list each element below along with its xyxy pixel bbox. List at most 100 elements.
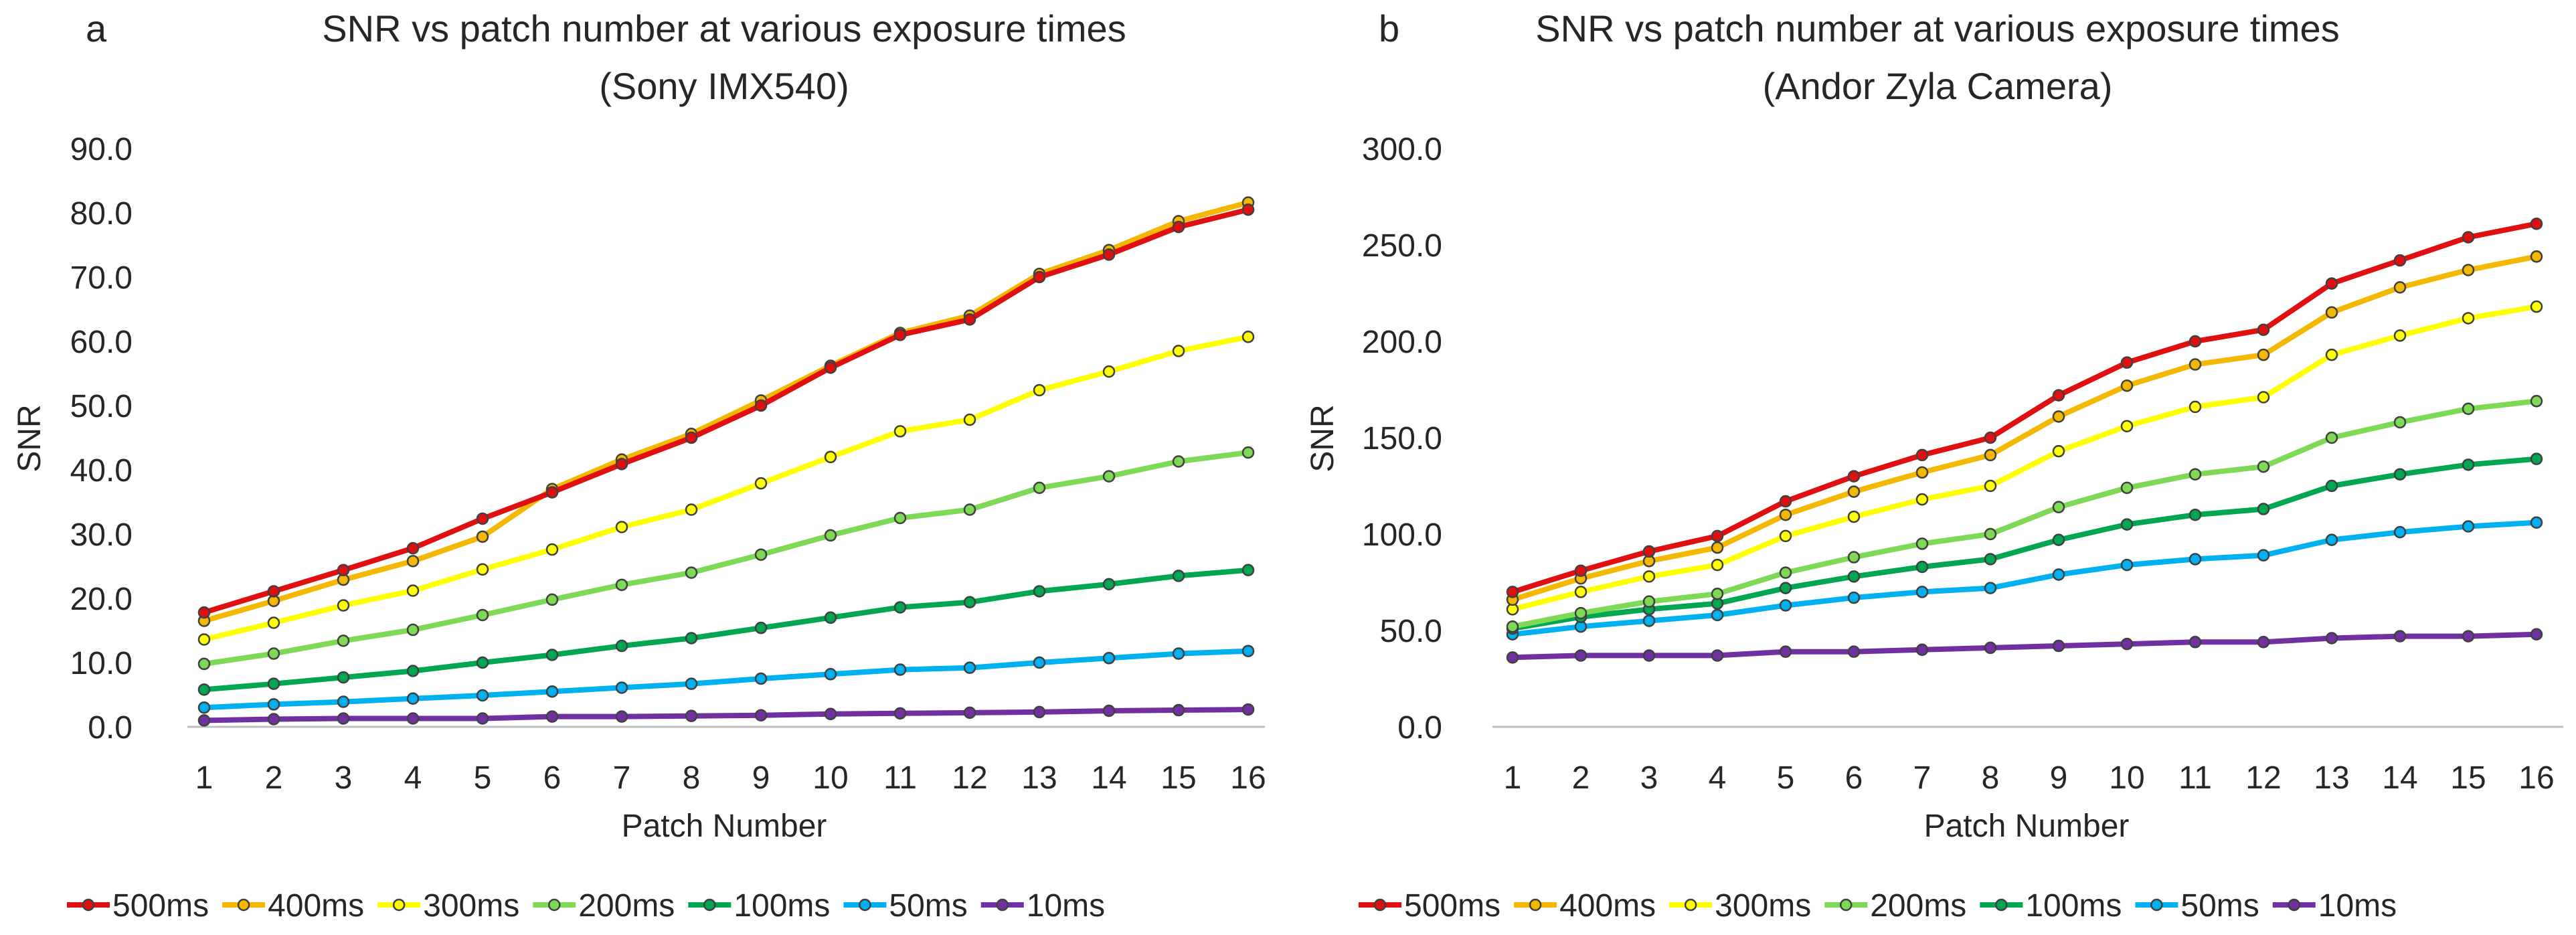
series-50ms bbox=[1506, 516, 2543, 641]
chart-title-line2: (Andor Zyla Camera) bbox=[1763, 65, 2113, 107]
data-point bbox=[2120, 481, 2134, 495]
y-tick-label: 250.0 bbox=[1362, 228, 1442, 264]
data-point bbox=[2120, 518, 2134, 531]
data-point bbox=[1102, 365, 1116, 378]
data-point bbox=[267, 616, 280, 629]
data-point bbox=[2530, 516, 2543, 529]
data-point bbox=[2257, 549, 2270, 562]
data-point bbox=[545, 649, 559, 661]
x-tick-label: 14 bbox=[2382, 760, 2417, 796]
data-point bbox=[267, 713, 280, 726]
data-point bbox=[1984, 553, 1997, 566]
data-point bbox=[1642, 570, 1656, 583]
series-200ms bbox=[1506, 395, 2543, 633]
x-tick-label: 7 bbox=[1913, 760, 1931, 796]
data-point bbox=[1711, 558, 1724, 572]
data-point bbox=[1033, 384, 1046, 397]
data-point bbox=[2052, 389, 2065, 402]
data-point bbox=[893, 511, 907, 525]
data-point bbox=[2462, 630, 2475, 643]
data-point bbox=[615, 681, 628, 694]
series-line bbox=[1510, 254, 2539, 602]
y-axis-label: SNR bbox=[12, 404, 48, 472]
data-point bbox=[337, 671, 350, 684]
data-point bbox=[2188, 553, 2202, 566]
data-point bbox=[2120, 420, 2134, 432]
data-point bbox=[963, 661, 976, 674]
data-point bbox=[476, 530, 489, 543]
chart-panel-a: a SNR vs patch number at various exposur… bbox=[12, 7, 1266, 924]
data-point bbox=[754, 621, 768, 634]
x-tick-label: 16 bbox=[2518, 760, 2554, 796]
data-point bbox=[2393, 468, 2407, 481]
data-point bbox=[615, 578, 628, 592]
data-point bbox=[2325, 533, 2338, 546]
data-point bbox=[1033, 705, 1046, 719]
data-point bbox=[1642, 649, 1656, 662]
series-group bbox=[197, 196, 1255, 727]
y-tick-label: 300.0 bbox=[1362, 132, 1442, 167]
data-point bbox=[1711, 649, 1724, 662]
legend-item-200ms: 200ms bbox=[1824, 888, 1966, 924]
series-line bbox=[1510, 631, 2539, 661]
series-line bbox=[1510, 456, 2539, 632]
data-point bbox=[1711, 588, 1724, 600]
data-point bbox=[197, 683, 211, 696]
data-point bbox=[1241, 564, 1255, 577]
legend-swatch-marker bbox=[1373, 898, 1387, 912]
data-point bbox=[824, 529, 837, 542]
data-point bbox=[754, 548, 768, 561]
data-point bbox=[545, 486, 559, 499]
data-point bbox=[893, 707, 907, 720]
legend-label: 100ms bbox=[2025, 888, 2122, 924]
data-point bbox=[685, 677, 698, 690]
data-point bbox=[1779, 582, 1792, 594]
x-tick-label: 14 bbox=[1091, 760, 1126, 796]
data-point bbox=[2462, 312, 2475, 325]
legend-swatch-marker bbox=[859, 898, 871, 912]
data-point bbox=[1779, 566, 1792, 579]
series-10ms bbox=[197, 703, 1255, 727]
legend-item-500ms: 500ms bbox=[67, 888, 209, 924]
data-point bbox=[2052, 444, 2065, 458]
x-tick-labels: 1 2 3 4 5 6 7 8 9 10 11 12 13 14 15 16 bbox=[195, 760, 1266, 796]
data-point bbox=[1033, 585, 1046, 598]
x-tick-label: 9 bbox=[2050, 760, 2068, 796]
data-point bbox=[1915, 466, 1929, 479]
legend-swatch-marker bbox=[237, 898, 250, 912]
data-point bbox=[963, 313, 976, 326]
y-tick-label: 50.0 bbox=[1380, 614, 1442, 649]
data-point bbox=[1915, 448, 1929, 462]
data-point bbox=[1711, 541, 1724, 554]
legend-label: 500ms bbox=[112, 888, 209, 924]
data-point bbox=[1033, 270, 1046, 284]
panel-label-a: a bbox=[86, 7, 107, 50]
x-tick-label: 4 bbox=[404, 760, 422, 796]
data-point bbox=[2462, 520, 2475, 533]
data-point bbox=[1102, 578, 1116, 591]
y-tick-label: 30.0 bbox=[70, 517, 133, 553]
data-point bbox=[963, 596, 976, 609]
data-point bbox=[1711, 608, 1724, 622]
x-tick-label: 10 bbox=[812, 760, 848, 796]
data-point bbox=[2325, 348, 2338, 361]
data-point bbox=[1984, 582, 1997, 594]
x-tick-labels: 1 2 3 4 5 6 7 8 9 10 11 12 13 14 15 16 bbox=[1504, 760, 2555, 796]
data-point bbox=[1241, 331, 1255, 343]
x-tick-label: 15 bbox=[1161, 760, 1196, 796]
data-point bbox=[1506, 651, 1519, 664]
y-tick-label: 10.0 bbox=[70, 646, 133, 681]
data-point bbox=[615, 639, 628, 653]
data-point bbox=[545, 593, 559, 606]
data-point bbox=[1574, 606, 1587, 620]
data-point bbox=[1574, 649, 1587, 662]
data-point bbox=[963, 503, 976, 516]
data-point bbox=[2325, 479, 2338, 493]
data-point bbox=[1241, 446, 1255, 459]
series-line bbox=[1510, 221, 2539, 595]
legend-label: 10ms bbox=[2318, 888, 2397, 924]
data-point bbox=[476, 689, 489, 702]
data-point bbox=[1172, 647, 1185, 660]
y-tick-label: 50.0 bbox=[70, 389, 133, 424]
x-tick-label: 1 bbox=[1504, 760, 1522, 796]
